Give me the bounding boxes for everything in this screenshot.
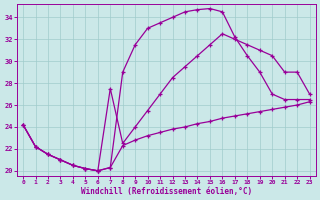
X-axis label: Windchill (Refroidissement éolien,°C): Windchill (Refroidissement éolien,°C) [81,187,252,196]
